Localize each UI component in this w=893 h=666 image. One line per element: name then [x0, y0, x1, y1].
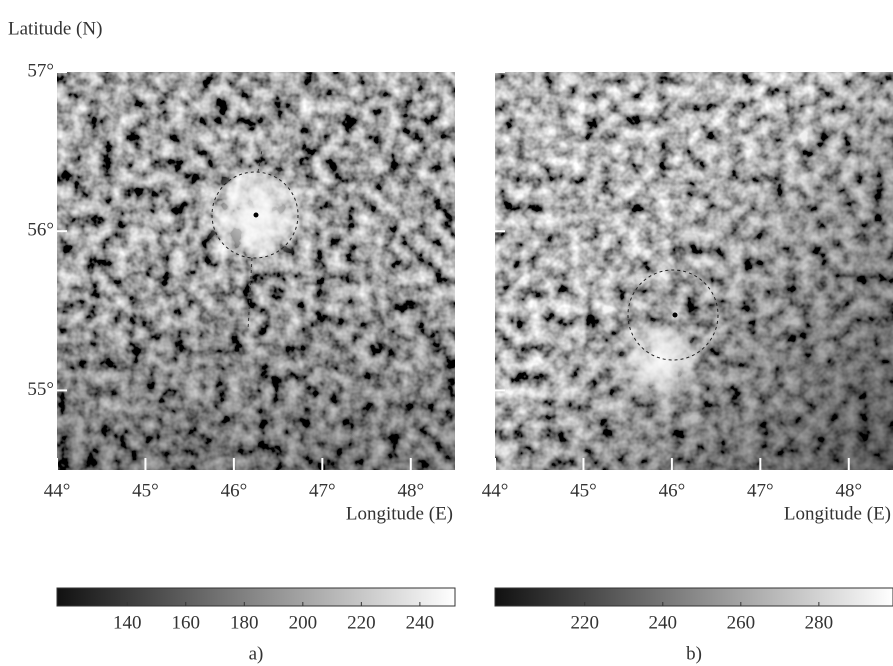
colorbar-tick-label: 180	[230, 612, 259, 633]
image-b	[495, 72, 893, 470]
x-tick-label: 47°	[747, 480, 774, 501]
colorbar	[494, 587, 893, 607]
x-tick-label: 48°	[397, 480, 424, 501]
colorbar-tick-label: 240	[649, 612, 678, 633]
y-tick-label: 56°	[27, 220, 54, 241]
x-tick-label: 45°	[570, 480, 597, 501]
colorbar-tick-label: 220	[570, 612, 599, 633]
y-tick-label: 57°	[27, 60, 54, 81]
x-tick-label: 44°	[482, 480, 509, 501]
x-tick-label: 46°	[221, 480, 248, 501]
colorbar-tick-label: 200	[289, 612, 318, 633]
panel-caption: b)	[686, 643, 702, 664]
x-tick-label: 45°	[132, 480, 159, 501]
colorbar	[56, 587, 456, 607]
colorbar-tick-label: 160	[172, 612, 201, 633]
x-axis-label: Longitude (E)	[346, 503, 453, 524]
x-axis-label: Longitude (E)	[784, 503, 891, 524]
colorbar-tick-label: 140	[113, 612, 142, 633]
colorbar-tick-label: 280	[805, 612, 834, 633]
colorbar-tick-label: 260	[727, 612, 756, 633]
x-tick-label: 48°	[835, 480, 862, 501]
panel-caption: a)	[249, 643, 264, 664]
x-tick-label: 47°	[309, 480, 336, 501]
x-tick-label: 44°	[44, 480, 71, 501]
x-tick-label: 46°	[659, 480, 686, 501]
colorbar-tick-label: 220	[347, 612, 376, 633]
colorbar-tick-label: 240	[406, 612, 435, 633]
y-tick-label: 55°	[27, 379, 54, 400]
image-a	[57, 72, 455, 470]
y-axis-label: Latitude (N)	[8, 18, 102, 39]
